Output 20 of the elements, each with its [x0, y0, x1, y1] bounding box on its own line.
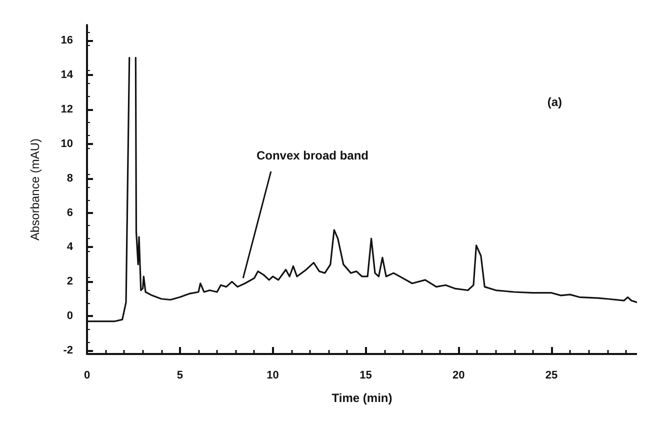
x-tick-label: 15 — [360, 370, 372, 382]
y-tick-label: 2 — [66, 276, 73, 288]
y-tick-label: 0 — [66, 310, 73, 322]
x-tick-label: 10 — [266, 370, 279, 382]
y-tick-label: -2 — [63, 344, 73, 357]
x-tick-label: 0 — [84, 370, 90, 382]
x-tick-label: 20 — [452, 370, 465, 382]
y-tick-label: 8 — [66, 172, 73, 184]
annotation: (a) — [547, 95, 562, 109]
x-tick-label: 25 — [545, 370, 558, 382]
y-tick-label: 10 — [60, 138, 73, 150]
y-tick-label: 6 — [66, 206, 73, 219]
x-tick-label: 5 — [176, 370, 183, 382]
y-axis-title: Absorbance (mAU) — [28, 138, 42, 241]
y-tick-label: 14 — [60, 68, 74, 81]
y-tick-label: 12 — [60, 103, 73, 116]
y-tick-label: 16 — [60, 34, 73, 47]
y-tick-label: 4 — [66, 241, 74, 254]
x-axis-title: Time (min) — [332, 391, 392, 405]
annotation: Convex broad band — [256, 148, 368, 163]
